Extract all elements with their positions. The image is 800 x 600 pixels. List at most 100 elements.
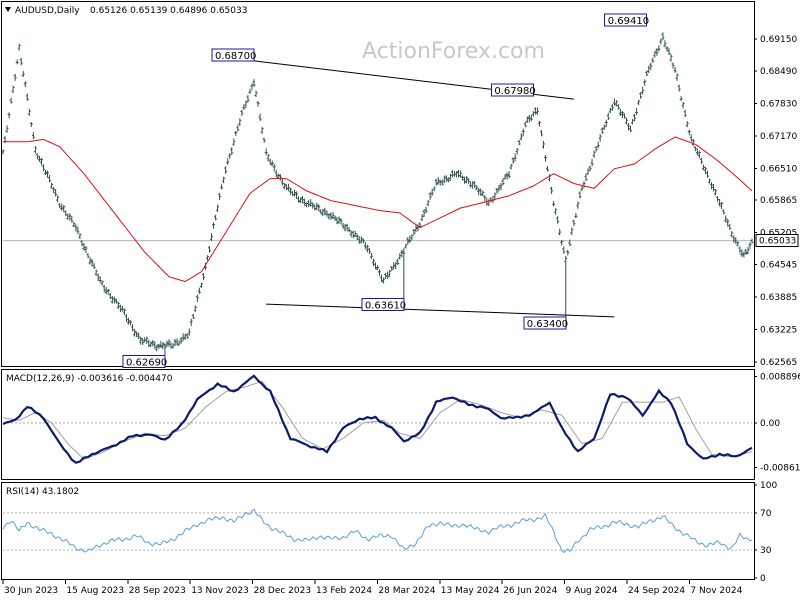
ohlc-bar [525, 116, 529, 123]
ohlc-bar [707, 178, 711, 184]
ohlc-bar [426, 200, 430, 207]
ohlc-bar [633, 113, 637, 122]
x-tick-label: 13 Nov 2023 [191, 586, 249, 596]
ohlc-bar [212, 222, 216, 229]
trendline [266, 303, 615, 318]
current-price-box [755, 234, 799, 248]
y-tick-label: 0.67170 [760, 132, 797, 142]
macd-lines [2, 374, 753, 464]
ohlc-bar [493, 192, 497, 200]
ohlc-bar [254, 90, 258, 97]
ohlc-bar [440, 179, 444, 186]
ohlc-bar [84, 246, 88, 253]
ohlc-bar [744, 248, 748, 255]
ohlc-bar [280, 177, 284, 186]
ohlc-bar [325, 210, 329, 217]
ohlc-bar [687, 129, 691, 136]
ohlc-bar [185, 333, 189, 339]
ohlc-bar [521, 128, 525, 136]
ohlc-bar [531, 111, 535, 117]
ohlc-bar [750, 238, 754, 244]
x-tick-label: 15 Aug 2023 [66, 586, 124, 596]
ohlc-bar [195, 294, 199, 303]
ohlc-bar [481, 190, 485, 197]
ohlc-bar [529, 114, 533, 122]
ohlc-bar [386, 271, 390, 280]
ohlc-bar [137, 332, 141, 339]
ohlc-bar [116, 301, 120, 310]
ohlc-bar [620, 110, 624, 119]
ohlc-bar [355, 234, 359, 240]
price-label-text: 0.63400 [527, 319, 568, 330]
ohlc-bar [21, 71, 25, 78]
ohlc-bar [689, 134, 693, 142]
ohlc-bar [446, 177, 450, 183]
dropdown-icon[interactable] [5, 7, 11, 12]
ma-path [3, 136, 753, 283]
ohlc-bar [260, 126, 264, 134]
ohlc-bar [720, 201, 724, 210]
ohlc-bar [230, 147, 234, 155]
ohlc-bar [80, 240, 84, 247]
ohlc-bar [404, 243, 408, 249]
ohlc-bar [594, 146, 598, 152]
ohlc-bar [746, 246, 750, 255]
ohlc-bar [649, 62, 653, 70]
ohlc-bar [124, 314, 128, 322]
ohlc-bar [88, 257, 92, 265]
ohlc-bar [503, 174, 507, 180]
ohlc-bar [369, 252, 373, 259]
ohlc-bar [25, 93, 29, 101]
ohlc-bar [461, 175, 465, 181]
ohlc-bar [163, 343, 167, 356]
ohlc-bar [519, 133, 523, 141]
price-label-text: 0.69410 [608, 16, 649, 27]
ohlc-bar [104, 286, 108, 295]
ohlc-bar [112, 296, 116, 304]
y-tick-label: 0.64545 [760, 261, 797, 271]
ohlc-bar [643, 79, 647, 86]
price-y-axis: 0.69150 0.68490 0.67830 0.67170 0.66510 0.658… [754, 35, 799, 368]
ohlc-bar [428, 192, 432, 200]
ohlc-bar [473, 181, 477, 189]
rsi-pane [1, 482, 755, 580]
ohlc-bar [62, 204, 66, 213]
ohlc-bar [483, 194, 487, 202]
ohlc-bar [60, 203, 64, 211]
ohlc-bar [114, 298, 118, 304]
ohlc-bar [602, 124, 606, 130]
y-tick-label: -0.008612 [760, 464, 800, 474]
ohlc-bar [412, 228, 416, 235]
macd-pane [1, 369, 755, 480]
ohlc-bar [550, 186, 554, 195]
ohlc-bar [293, 189, 297, 197]
ohlc-bar [434, 178, 438, 186]
ohlc-bar [155, 344, 159, 352]
ohlc-bar [448, 173, 452, 181]
ohlc-bar [574, 212, 578, 219]
ohlc-bar [78, 233, 82, 240]
price-annotations: 0.62690 0.68700 0.63610 0.67980 0.63400 0.694… [122, 13, 649, 369]
price-label: 0.63610 [361, 298, 406, 312]
price-label: 0.68700 [211, 48, 256, 62]
ohlc-bar [288, 187, 292, 195]
ohlc-bar [600, 127, 604, 134]
ohlc-bar [505, 172, 509, 180]
ohlc-bar [347, 227, 351, 233]
macd-main-line [2, 374, 753, 464]
ohlc-bar [31, 132, 35, 140]
macd-y-axis: 0.008896 0.00 -0.008612 [754, 373, 800, 474]
ohlc-bar [207, 246, 211, 253]
ohlc-bar [418, 222, 422, 228]
ohlc-bar [92, 263, 96, 269]
ohlc-bar [608, 107, 612, 114]
price-label-text: 0.62690 [126, 358, 167, 369]
ohlc-bar [570, 227, 574, 236]
ohlc-bar [303, 198, 307, 206]
ohlc-bar [179, 337, 183, 344]
ohlc-bar [606, 112, 610, 121]
price-bars [1, 32, 754, 356]
ohlc-bar [54, 188, 58, 197]
ohlc-bar [205, 255, 209, 261]
ohlc-bar [693, 146, 697, 152]
